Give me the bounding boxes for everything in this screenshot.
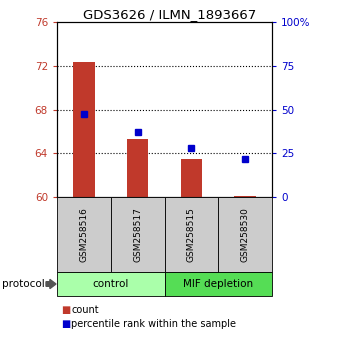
Text: GDS3626 / ILMN_1893667: GDS3626 / ILMN_1893667 [83,8,257,21]
Bar [234,196,256,197]
Text: ■: ■ [61,319,70,329]
Text: GSM258515: GSM258515 [187,207,196,262]
Text: control: control [92,279,129,289]
Text: count: count [71,305,99,315]
Text: GSM258517: GSM258517 [133,207,142,262]
Text: GSM258530: GSM258530 [241,207,250,262]
Text: protocol: protocol [2,279,45,289]
Bar [181,159,202,197]
Text: MIF depletion: MIF depletion [183,279,253,289]
Bar [127,139,148,197]
Bar [73,62,95,197]
Text: GSM258516: GSM258516 [79,207,88,262]
Text: ■: ■ [61,305,70,315]
Text: percentile rank within the sample: percentile rank within the sample [71,319,236,329]
